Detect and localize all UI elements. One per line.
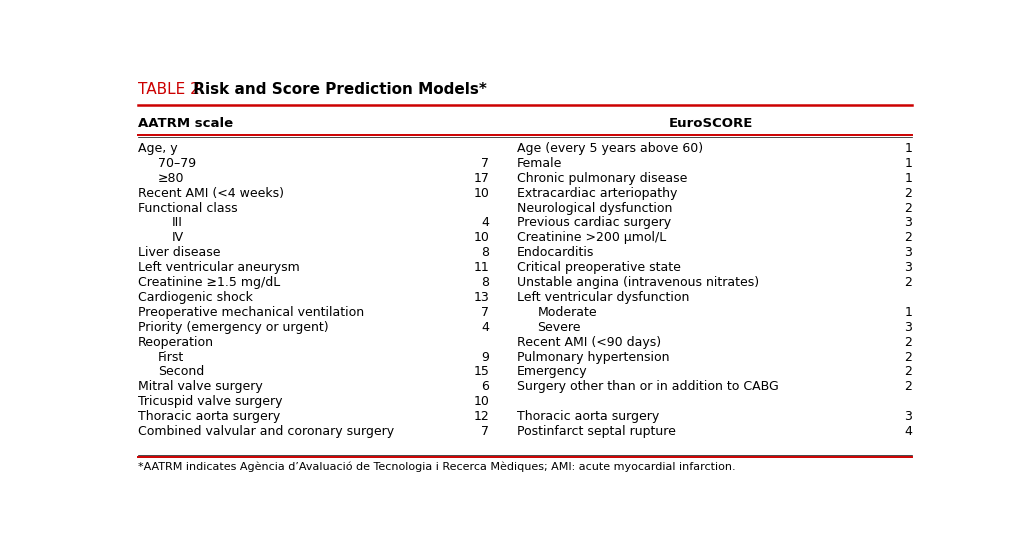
Text: 10: 10	[473, 231, 489, 245]
Text: EuroSCORE: EuroSCORE	[669, 118, 754, 130]
Text: Mitral valve surgery: Mitral valve surgery	[137, 380, 262, 393]
Text: Creatinine ≥1.5 mg/dL: Creatinine ≥1.5 mg/dL	[137, 276, 280, 289]
Text: 2: 2	[904, 350, 912, 364]
Text: Unstable angina (intravenous nitrates): Unstable angina (intravenous nitrates)	[517, 276, 759, 289]
Text: Priority (emergency or urgent): Priority (emergency or urgent)	[137, 321, 328, 334]
Text: Extracardiac arteriopathy: Extracardiac arteriopathy	[517, 187, 677, 199]
Text: Postinfarct septal rupture: Postinfarct septal rupture	[517, 425, 676, 438]
Text: Critical preoperative state: Critical preoperative state	[517, 261, 681, 274]
Text: Age, y: Age, y	[137, 142, 177, 155]
Text: 8: 8	[481, 246, 489, 259]
Text: III: III	[172, 217, 182, 229]
Text: 3: 3	[904, 246, 912, 259]
Text: 7: 7	[481, 157, 489, 170]
Text: Age (every 5 years above 60): Age (every 5 years above 60)	[517, 142, 703, 155]
Text: Risk and Score Prediction Models*: Risk and Score Prediction Models*	[187, 82, 486, 97]
Text: Thoracic aorta surgery: Thoracic aorta surgery	[517, 410, 659, 423]
Text: Preoperative mechanical ventilation: Preoperative mechanical ventilation	[137, 306, 364, 319]
Text: Moderate: Moderate	[538, 306, 597, 319]
Text: Functional class: Functional class	[137, 202, 238, 214]
Text: 1: 1	[904, 172, 912, 185]
Text: 6: 6	[481, 380, 489, 393]
Text: 8: 8	[481, 276, 489, 289]
Text: Reoperation: Reoperation	[137, 336, 214, 349]
Text: 2: 2	[904, 187, 912, 199]
Text: 2: 2	[904, 336, 912, 349]
Text: 11: 11	[473, 261, 489, 274]
Text: *AATRM indicates Agència d’Avaluació de Tecnologia i Recerca Mèdiques; AMI: acut: *AATRM indicates Agència d’Avaluació de …	[137, 461, 735, 472]
Text: 13: 13	[473, 291, 489, 304]
Text: Creatinine >200 μmol/L: Creatinine >200 μmol/L	[517, 231, 667, 245]
Text: 3: 3	[904, 410, 912, 423]
Text: 2: 2	[904, 380, 912, 393]
Text: Recent AMI (<90 days): Recent AMI (<90 days)	[517, 336, 660, 349]
Text: 17: 17	[473, 172, 489, 185]
Text: 2: 2	[904, 365, 912, 378]
Text: 3: 3	[904, 217, 912, 229]
Text: IV: IV	[172, 231, 183, 245]
Text: 7: 7	[481, 425, 489, 438]
Text: 15: 15	[473, 365, 489, 378]
Text: 4: 4	[904, 425, 912, 438]
Text: 10: 10	[473, 187, 489, 199]
Text: Cardiogenic shock: Cardiogenic shock	[137, 291, 252, 304]
Text: TABLE 2.: TABLE 2.	[137, 82, 204, 97]
Text: Recent AMI (<4 weeks): Recent AMI (<4 weeks)	[137, 187, 284, 199]
Text: Previous cardiac surgery: Previous cardiac surgery	[517, 217, 671, 229]
Text: Endocarditis: Endocarditis	[517, 246, 594, 259]
Text: Chronic pulmonary disease: Chronic pulmonary disease	[517, 172, 687, 185]
Text: 3: 3	[904, 321, 912, 334]
Text: 2: 2	[904, 231, 912, 245]
Text: Left ventricular dysfunction: Left ventricular dysfunction	[517, 291, 689, 304]
Text: 10: 10	[473, 395, 489, 408]
Text: 1: 1	[904, 142, 912, 155]
Text: 2: 2	[904, 276, 912, 289]
Text: Surgery other than or in addition to CABG: Surgery other than or in addition to CAB…	[517, 380, 778, 393]
Text: 70–79: 70–79	[158, 157, 197, 170]
Text: 4: 4	[481, 217, 489, 229]
Text: ≥80: ≥80	[158, 172, 184, 185]
Text: Left ventricular aneurysm: Left ventricular aneurysm	[137, 261, 299, 274]
Text: First: First	[158, 350, 184, 364]
Text: 9: 9	[481, 350, 489, 364]
Text: Emergency: Emergency	[517, 365, 588, 378]
Text: Liver disease: Liver disease	[137, 246, 220, 259]
Text: Female: Female	[517, 157, 562, 170]
Text: Tricuspid valve surgery: Tricuspid valve surgery	[137, 395, 282, 408]
Text: Combined valvular and coronary surgery: Combined valvular and coronary surgery	[137, 425, 393, 438]
Text: 1: 1	[904, 306, 912, 319]
Text: Neurological dysfunction: Neurological dysfunction	[517, 202, 672, 214]
Text: Severe: Severe	[538, 321, 581, 334]
Text: 1: 1	[904, 157, 912, 170]
Text: AATRM scale: AATRM scale	[137, 118, 232, 130]
Text: Second: Second	[158, 365, 205, 378]
Text: Pulmonary hypertension: Pulmonary hypertension	[517, 350, 670, 364]
Text: 7: 7	[481, 306, 489, 319]
Text: 2: 2	[904, 202, 912, 214]
Text: 3: 3	[904, 261, 912, 274]
Text: Thoracic aorta surgery: Thoracic aorta surgery	[137, 410, 280, 423]
Text: 4: 4	[481, 321, 489, 334]
Text: 12: 12	[473, 410, 489, 423]
